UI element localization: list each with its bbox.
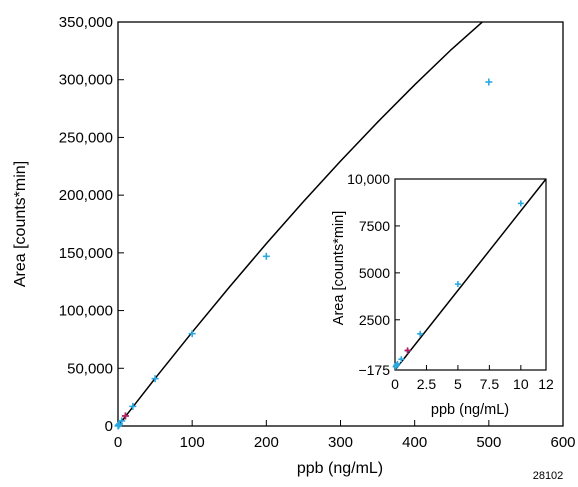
inset-y-tick-label: 5000 [359, 265, 390, 281]
inset-y-tick-label: −175 [358, 362, 390, 378]
main-y-tick-label: 350,000 [59, 14, 113, 31]
inset-x-tick-label: 12 [538, 376, 554, 392]
main-x-tick-label: 200 [254, 434, 279, 451]
inset-x-tick-label: 10 [513, 376, 529, 392]
main-y-tick-label: 150,000 [59, 245, 113, 262]
inset-data-points [392, 200, 524, 370]
inset-y-axis-label: Area [counts*min] [331, 211, 347, 325]
inset-data-point [398, 356, 405, 363]
inset-data-point [404, 347, 411, 354]
inset-y-tick-label: 2500 [359, 312, 390, 328]
inset-data-point [394, 360, 401, 367]
main-y-tick-label: 0 [105, 418, 113, 435]
inset-fit-curve [395, 179, 546, 370]
inset-fit-line [395, 179, 546, 370]
inset-x-tick-label: 7.5 [480, 376, 500, 392]
inset-x-axis-label: ppb (ng/mL) [431, 402, 509, 418]
main-x-tick-label: 100 [180, 434, 205, 451]
main-x-axis: 0 100 200 300 400 500 600 [114, 420, 576, 451]
inset-data-point [454, 281, 461, 288]
inset-x-tick-label: 5 [454, 376, 462, 392]
main-data-point [151, 375, 159, 383]
inset-x-tick-label: 2.5 [417, 376, 437, 392]
main-x-tick-label: 400 [402, 434, 427, 451]
inset-x-axis: 0 2.5 5 7.5 10 12 [391, 365, 554, 392]
main-x-tick-label: 500 [476, 434, 501, 451]
main-data-point [262, 252, 270, 260]
main-data-point [118, 417, 126, 425]
main-x-tick-label: 0 [114, 434, 122, 451]
inset-x-tick-label: 0 [391, 376, 399, 392]
main-data-points [114, 78, 493, 430]
figure-id: 28102 [533, 470, 564, 482]
main-x-tick-label: 600 [550, 434, 575, 451]
inset-y-axis: −175 2500 5000 7500 10,000 [347, 171, 400, 378]
inset-data-point [417, 330, 424, 337]
main-y-tick-label: 300,000 [59, 72, 113, 89]
main-data-point [121, 412, 129, 420]
inset-y-tick-label: 7500 [359, 218, 390, 234]
inset-y-tick-label: 10,000 [347, 171, 390, 187]
main-data-point [485, 78, 493, 86]
main-y-tick-label: 250,000 [59, 129, 113, 146]
main-y-tick-label: 200,000 [59, 187, 113, 204]
main-y-axis: 0 50,000 100,000 150,000 200,000 250,000 300,0… [59, 14, 124, 435]
main-data-point [129, 402, 137, 410]
main-x-tick-label: 300 [328, 434, 353, 451]
main-x-axis-label: ppb (ng/mL) [297, 460, 383, 477]
inset-data-point [517, 200, 524, 207]
main-y-axis-label: Area [counts*min] [12, 161, 29, 287]
main-y-tick-label: 50,000 [67, 360, 113, 377]
main-y-tick-label: 100,000 [59, 303, 113, 320]
main-data-point [188, 330, 196, 338]
